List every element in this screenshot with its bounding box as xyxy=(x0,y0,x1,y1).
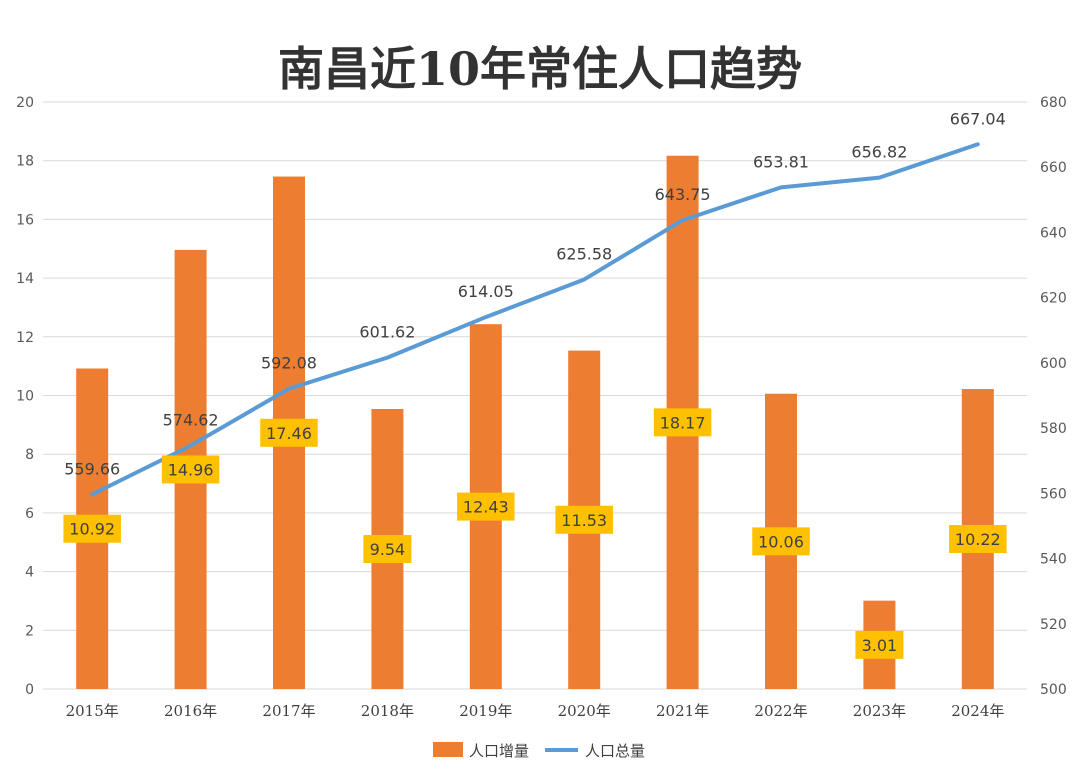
left-tick-label: 4 xyxy=(25,565,34,581)
x-tick-label: 2015年 xyxy=(66,702,119,720)
bar-label-text: 11.53 xyxy=(561,511,607,530)
bar-label-box xyxy=(260,418,318,447)
bar-label-text: 3.01 xyxy=(862,636,898,655)
legend-swatch-bar xyxy=(433,742,463,757)
line-data-label: 559.66 xyxy=(64,459,120,478)
x-tick-label: 2023年 xyxy=(853,702,906,720)
right-tick-label: 660 xyxy=(1040,160,1067,176)
right-axis-ticks: 500 520 540 560 580 600 620 640 660 680 xyxy=(1040,95,1067,698)
bar-label-box xyxy=(752,527,810,556)
line-data-label: 667.04 xyxy=(950,109,1006,128)
bar-data-labels: 10.92 14.96 17.46 9.54 12.43 11.53 18.17 10.06 3… xyxy=(63,408,1007,659)
bar-label-box xyxy=(363,535,412,564)
bar-data-label: 11.53 xyxy=(555,505,613,534)
x-tick-label: 2016年 xyxy=(164,702,217,720)
x-tick-label: 2021年 xyxy=(656,702,709,720)
right-tick-label: 500 xyxy=(1040,682,1067,698)
bar-data-label: 17.46 xyxy=(260,418,318,447)
legend-label-bar: 人口增量 xyxy=(469,742,529,760)
x-tick-label: 2022年 xyxy=(754,702,807,720)
right-tick-label: 680 xyxy=(1040,95,1067,111)
line-data-label: 625.58 xyxy=(556,244,612,263)
bar-data-label: 18.17 xyxy=(653,408,712,437)
right-tick-label: 540 xyxy=(1040,552,1067,568)
left-tick-label: 0 xyxy=(25,682,34,698)
line-data-label: 614.05 xyxy=(458,282,514,301)
bar-data-label: 10.22 xyxy=(949,525,1007,554)
x-tick-label: 2019年 xyxy=(459,702,512,720)
line-data-label: 656.82 xyxy=(851,143,907,162)
bar-label-box xyxy=(457,492,515,521)
bar-data-label: 10.92 xyxy=(63,514,121,543)
bar-label-text: 12.43 xyxy=(463,498,509,517)
bar-data-label: 3.01 xyxy=(855,630,904,659)
right-tick-label: 640 xyxy=(1040,225,1067,241)
line-data-label: 643.75 xyxy=(655,185,711,204)
x-axis-ticks: 2015年 2016年 2017年 2018年 2019年 2020年 2021年 2022年… xyxy=(66,702,1005,720)
line-series xyxy=(90,142,980,497)
left-tick-label: 18 xyxy=(16,154,34,170)
left-tick-label: 10 xyxy=(16,389,34,405)
right-tick-label: 520 xyxy=(1040,617,1067,633)
bar-label-box xyxy=(949,525,1007,554)
bar-label-box xyxy=(555,505,613,534)
bar-label-text: 14.96 xyxy=(168,460,214,479)
left-tick-label: 14 xyxy=(16,271,34,287)
bar-label-text: 10.92 xyxy=(69,520,115,539)
series-line xyxy=(90,142,980,497)
line-data-labels: 559.66 574.62 592.08 601.62 614.05 625.58 643.… xyxy=(64,109,1006,478)
x-tick-label: 2020年 xyxy=(558,702,611,720)
bar-label-box xyxy=(63,514,121,543)
bar-label-box xyxy=(855,630,904,659)
bar-label-text: 10.06 xyxy=(758,532,804,551)
bar-data-label: 12.43 xyxy=(457,492,515,521)
right-tick-label: 600 xyxy=(1040,356,1067,372)
gridlines xyxy=(43,101,1027,690)
line-data-label: 592.08 xyxy=(261,354,317,373)
bar-label-box xyxy=(161,455,220,484)
bar-data-label: 14.96 xyxy=(161,455,220,484)
right-tick-label: 580 xyxy=(1040,421,1067,437)
left-axis-ticks: 0 2 4 6 8 10 12 14 16 18 20 xyxy=(16,95,34,698)
bar-label-text: 17.46 xyxy=(266,424,312,443)
bar-label-text: 10.22 xyxy=(955,530,1001,549)
left-tick-label: 8 xyxy=(25,447,34,463)
right-tick-label: 620 xyxy=(1040,291,1067,307)
x-tick-label: 2018年 xyxy=(361,702,414,720)
legend-label-line: 人口总量 xyxy=(585,742,645,760)
chart-title: 南昌近10年常住人口趋势 xyxy=(278,42,802,96)
bar-data-label: 10.06 xyxy=(752,527,810,556)
left-tick-label: 16 xyxy=(16,212,34,228)
line-data-label: 653.81 xyxy=(753,152,809,171)
line-data-label: 574.62 xyxy=(163,411,219,430)
left-tick-label: 12 xyxy=(16,330,34,346)
left-tick-label: 6 xyxy=(25,506,34,522)
x-tick-label: 2024年 xyxy=(951,702,1004,720)
bar-label-text: 9.54 xyxy=(370,540,406,559)
right-tick-label: 560 xyxy=(1040,486,1067,502)
bar-data-label: 9.54 xyxy=(363,535,412,564)
line-data-label: 601.62 xyxy=(359,323,415,342)
left-tick-label: 2 xyxy=(25,623,34,639)
bar-label-text: 18.17 xyxy=(660,413,706,432)
left-tick-label: 20 xyxy=(16,95,34,111)
bar-label-box xyxy=(653,408,712,437)
x-tick-label: 2017年 xyxy=(262,702,315,720)
legend: 人口增量 人口总量 xyxy=(433,742,645,760)
